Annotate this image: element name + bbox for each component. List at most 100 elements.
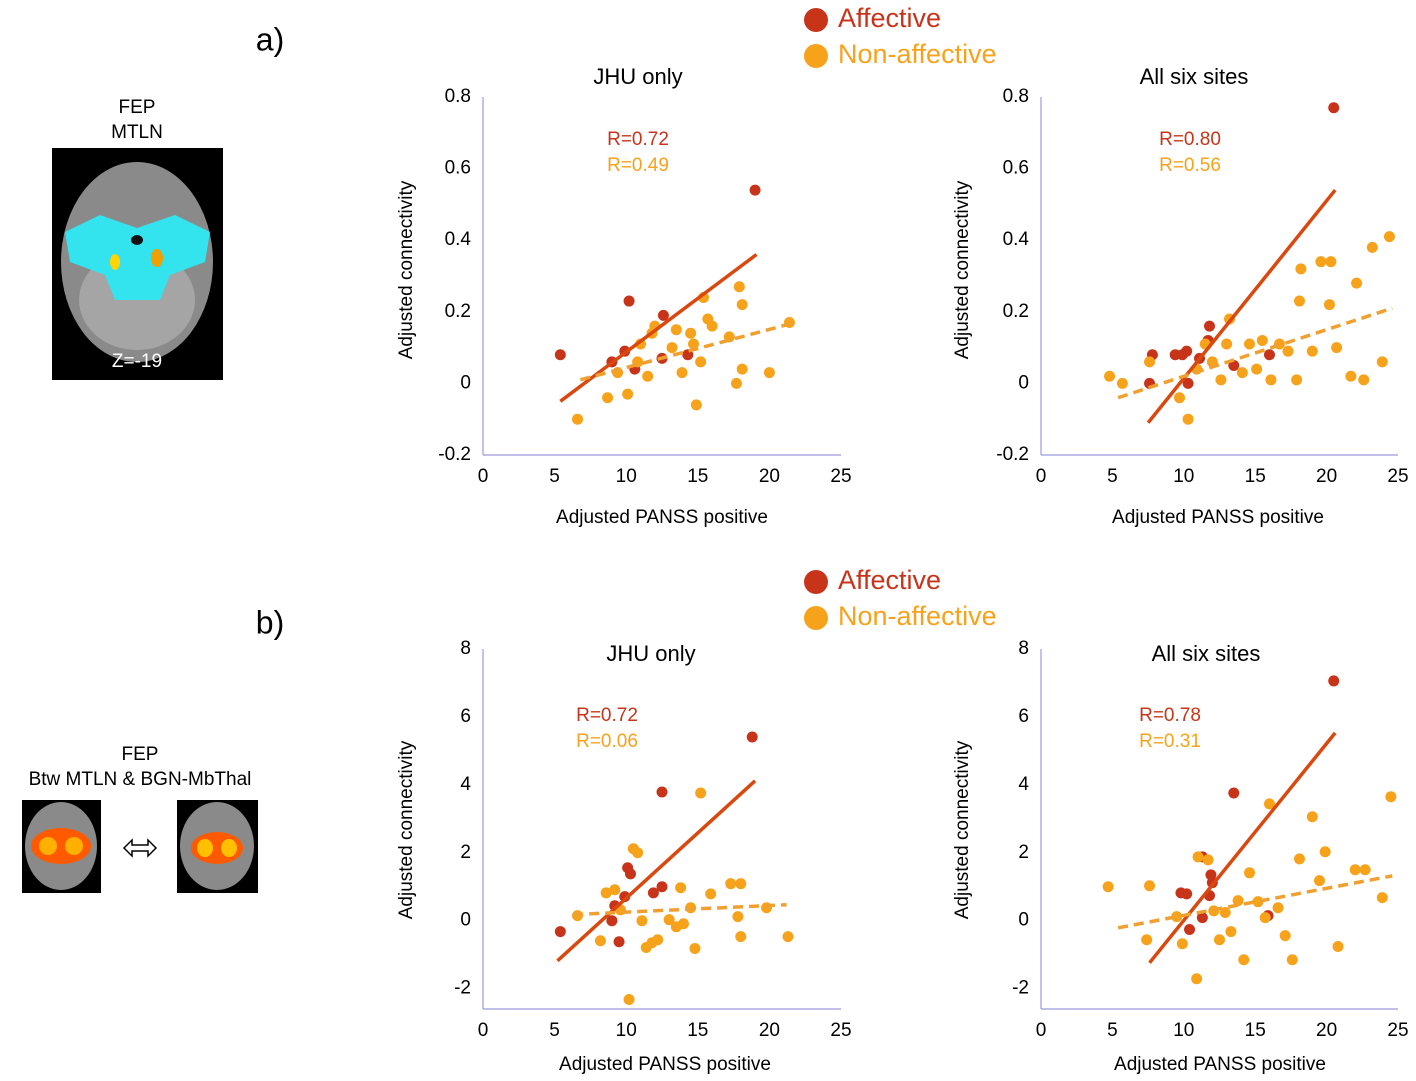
y-tick-label: 6: [1018, 706, 1029, 727]
y-tick-label: -2: [1012, 978, 1029, 999]
y-tick-label: 4: [460, 774, 471, 795]
point: [1291, 374, 1302, 385]
point: [1333, 941, 1344, 952]
x-tick-label: 5: [1107, 1020, 1118, 1041]
y-tick-label: -0.2: [438, 444, 471, 465]
legend-label: Affective: [838, 3, 941, 33]
r-annotation: R=0.78: [1139, 705, 1201, 726]
point: [695, 356, 706, 367]
legend-marker: [804, 606, 828, 630]
y-tick-label: 0: [1018, 910, 1029, 931]
point: [572, 414, 583, 425]
x-tick-label: 15: [687, 466, 708, 487]
y-tick-label: -2: [454, 978, 471, 999]
point: [609, 884, 620, 895]
x-axis-label: Adjusted PANSS positive: [559, 1054, 771, 1075]
x-tick-label: 5: [1107, 466, 1118, 487]
x-axis-label: Adjusted PANSS positive: [556, 507, 768, 528]
point: [1251, 364, 1262, 375]
point: [1174, 392, 1185, 403]
point: [1184, 924, 1195, 935]
point: [1377, 356, 1388, 367]
legend-marker: [804, 44, 828, 68]
chart-title: JHU only: [606, 641, 695, 666]
x-axis-label: Adjusted PANSS positive: [1114, 1054, 1326, 1075]
point: [622, 389, 633, 400]
x-tick-label: 25: [830, 1020, 851, 1041]
point: [1225, 926, 1236, 937]
x-tick-label: 5: [549, 1020, 560, 1041]
point: [1331, 342, 1342, 353]
fit-line: [560, 255, 756, 402]
chart-title: JHU only: [593, 64, 682, 89]
r-annotation: R=0.56: [1159, 155, 1221, 176]
image-label: FEP: [122, 744, 159, 765]
chart-title: All six sites: [1152, 641, 1261, 666]
point: [1384, 231, 1395, 242]
point: [1350, 864, 1361, 875]
point: [1385, 791, 1396, 802]
y-tick-label: 0: [460, 372, 471, 393]
point: [1264, 349, 1275, 360]
x-tick-label: 15: [1245, 466, 1266, 487]
point: [735, 931, 746, 942]
point: [1117, 378, 1128, 389]
point: [677, 367, 688, 378]
y-tick-label: 8: [1018, 638, 1029, 659]
x-tick-label: 15: [687, 1020, 708, 1041]
x-tick-label: 0: [1036, 1020, 1047, 1041]
point: [1177, 938, 1188, 949]
y-tick-label: 0.8: [1003, 86, 1029, 107]
point: [1287, 954, 1298, 965]
point: [1351, 278, 1362, 289]
image-label: Btw MTLN & BGN-MbThal: [29, 769, 252, 790]
point: [1244, 339, 1255, 350]
point: [625, 868, 636, 879]
point: [685, 328, 696, 339]
image-label: MTLN: [111, 122, 163, 143]
point: [747, 731, 758, 742]
point: [1257, 335, 1268, 346]
point: [783, 931, 794, 942]
x-tick-label: 10: [616, 1020, 637, 1041]
fit-line: [573, 905, 786, 915]
y-tick-label: 0.2: [445, 301, 471, 322]
point: [1221, 339, 1232, 350]
point: [1377, 892, 1388, 903]
point: [678, 918, 689, 929]
point: [1144, 356, 1155, 367]
point: [657, 786, 668, 797]
point: [1103, 881, 1114, 892]
point: [636, 915, 647, 926]
point: [705, 888, 716, 899]
point: [602, 392, 613, 403]
y-tick-label: 2: [460, 842, 471, 863]
y-axis-label: Adjusted connectivity: [396, 180, 417, 359]
point: [652, 934, 663, 945]
r-annotation: R=0.72: [576, 705, 638, 726]
point: [737, 299, 748, 310]
point: [1273, 902, 1284, 913]
r-annotation: R=0.49: [607, 155, 669, 176]
x-tick-label: 20: [1316, 466, 1337, 487]
point: [1181, 888, 1192, 899]
point: [689, 943, 700, 954]
x-tick-label: 10: [1173, 466, 1194, 487]
point: [1307, 811, 1318, 822]
x-tick-label: 10: [1173, 1020, 1194, 1041]
point: [1367, 242, 1378, 253]
point: [1228, 788, 1239, 799]
point: [642, 371, 653, 382]
point: [731, 378, 742, 389]
x-tick-label: 5: [549, 466, 560, 487]
connection-arrow: [124, 840, 156, 856]
point: [725, 878, 736, 889]
x-tick-label: 0: [478, 466, 489, 487]
y-axis-label: Adjusted connectivity: [952, 180, 973, 359]
point: [764, 367, 775, 378]
x-tick-label: 20: [759, 466, 780, 487]
legend-marker: [804, 8, 828, 32]
point: [1324, 299, 1335, 310]
point: [732, 911, 743, 922]
point: [1328, 102, 1339, 113]
